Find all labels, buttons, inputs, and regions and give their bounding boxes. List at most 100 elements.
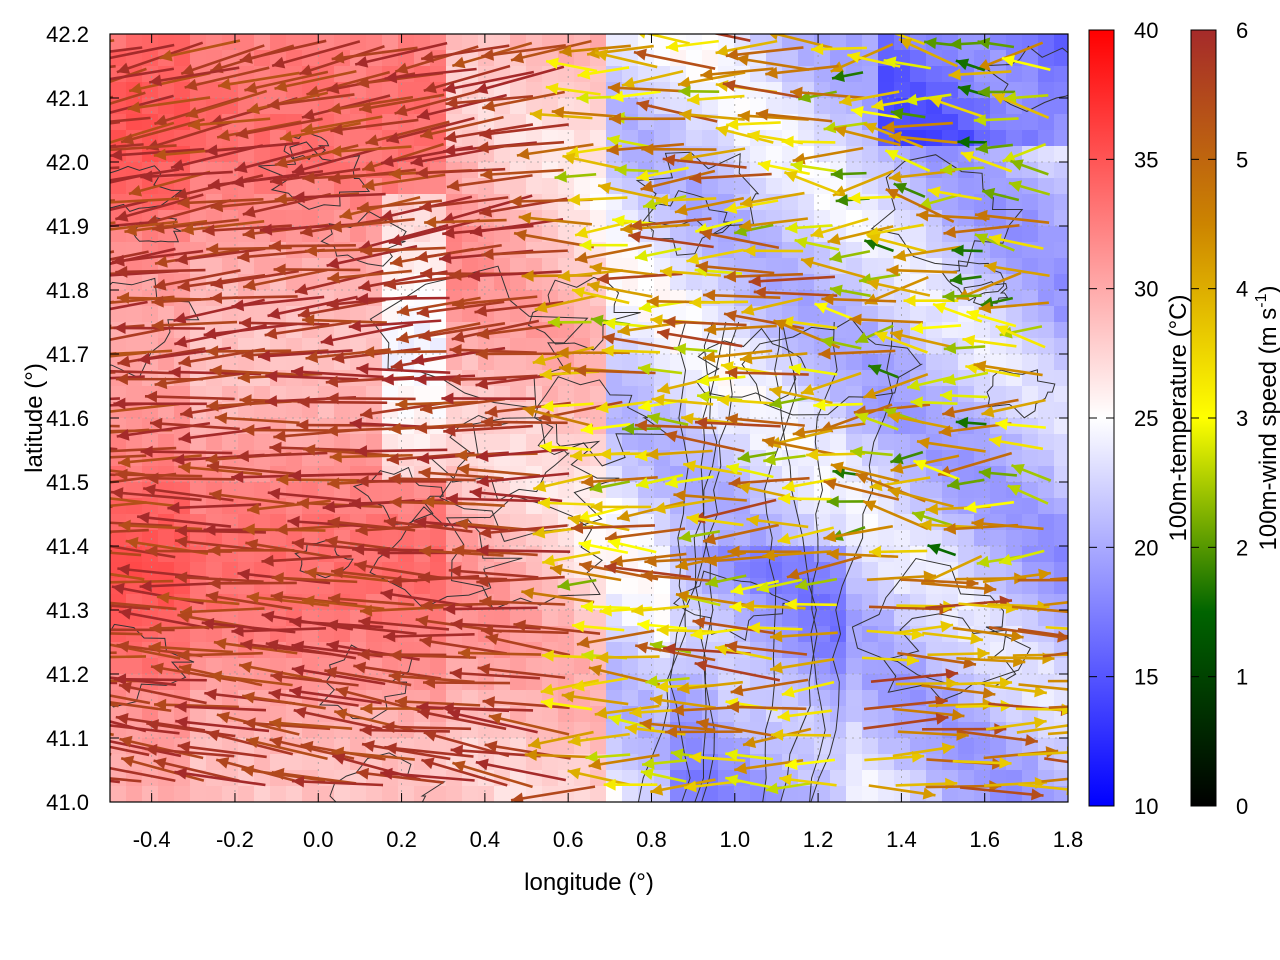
temperature-cell (798, 482, 815, 499)
plot-area (86, 33, 1069, 803)
temperature-cell (158, 82, 175, 99)
temperature-cell (318, 434, 335, 451)
temperature-cell (702, 194, 719, 211)
temperature-cell (910, 306, 927, 323)
temperature-cell (446, 530, 463, 547)
temperature-cell (110, 658, 127, 675)
temperature-cell (446, 578, 463, 595)
temperature-cell (382, 322, 399, 339)
temperature-cell (494, 578, 511, 595)
wind-vector-shaft (110, 120, 121, 125)
temperature-cell (814, 466, 831, 483)
temperature-cell (830, 50, 847, 67)
temperature-cell (718, 482, 735, 499)
temperature-cell (142, 434, 159, 451)
temperature-cell (750, 658, 767, 675)
temperature-cell (334, 194, 351, 211)
temperature-cell (798, 274, 815, 291)
temperature-cell (254, 786, 271, 802)
temperature-cell (142, 786, 159, 802)
temperature-cell (622, 98, 639, 115)
temperature-cell (654, 594, 671, 611)
temperature-cell (606, 386, 623, 403)
temperature-cell (1022, 290, 1039, 307)
temperature-cell (174, 786, 191, 802)
temperature-cell (846, 482, 863, 499)
temperature-cell (526, 82, 543, 99)
temperature-cell (814, 354, 831, 371)
temperature-cell (222, 434, 239, 451)
temperature-cell (1054, 466, 1068, 483)
temperature-cell (750, 34, 767, 51)
temperature-cell (206, 386, 223, 403)
temperature-cell (958, 546, 975, 563)
temperature-cell (622, 610, 639, 627)
temperature-cell (846, 434, 863, 451)
temperature-cell (878, 674, 895, 691)
temperature-cell (1054, 82, 1068, 99)
temperature-cell (302, 530, 319, 547)
temperature-cell (846, 642, 863, 659)
temperature-cell (398, 482, 415, 499)
temperature-cell (366, 786, 383, 802)
temperature-cell (558, 306, 575, 323)
temperature-cell (686, 130, 703, 147)
temperature-cell (990, 514, 1007, 531)
temperature-cell (254, 146, 271, 163)
temperature-cell (270, 354, 287, 371)
wind-vector-shaft (238, 321, 330, 326)
temperature-cell (622, 370, 639, 387)
temperature-cell (526, 562, 543, 579)
temperature-cell (702, 306, 719, 323)
temperature-cell (558, 178, 575, 195)
wind-vector-head (86, 261, 99, 273)
temperature-cell (862, 754, 879, 771)
temperature-cell (238, 402, 255, 419)
temperature-cell (798, 338, 815, 355)
temperature-cell (238, 434, 255, 451)
temperature-cell (318, 786, 335, 802)
temperature-cell (1006, 354, 1023, 371)
temperature-cell (638, 658, 655, 675)
temperature-cell (862, 578, 879, 595)
temperature-cell (942, 258, 959, 275)
wind-vector-shaft (388, 477, 476, 482)
temperature-cell (766, 258, 783, 275)
temperature-cell (318, 402, 335, 419)
temperature-cell (1054, 98, 1068, 115)
temperature-cell (222, 562, 239, 579)
temperature-cell (878, 434, 895, 451)
temperature-cell (302, 98, 319, 115)
temperature-cell (1054, 498, 1068, 515)
temperature-cell (206, 306, 223, 323)
temperature-cell (926, 66, 943, 83)
temperature-cell (126, 402, 143, 419)
temperature-cell (942, 642, 959, 659)
temperature-cell (830, 562, 847, 579)
temperature-cell (1054, 354, 1068, 371)
temperature-cell (686, 66, 703, 83)
temperature-cell (190, 562, 207, 579)
temperature-cell (750, 546, 767, 563)
temperature-cell (1022, 226, 1039, 243)
temperature-cell (1006, 114, 1023, 131)
wind-vector-shaft (110, 572, 121, 578)
temperature-cell (510, 578, 527, 595)
temperature-cell (478, 274, 495, 291)
temperature-cell (526, 514, 543, 531)
temperature-cell (990, 146, 1007, 163)
temperature-cell (1054, 130, 1068, 147)
temperature-cell (366, 226, 383, 243)
temperature-cell (1006, 66, 1023, 83)
temperature-cell (654, 578, 671, 595)
temperature-cell (814, 194, 831, 211)
temperature-cell (1022, 754, 1039, 771)
temperature-cell (846, 514, 863, 531)
temperature-cell (974, 386, 991, 403)
wind-vector-shaft (110, 199, 115, 202)
temperature-cell (654, 354, 671, 371)
temperature-cell (334, 786, 351, 802)
temperature-cell (606, 194, 623, 211)
temperature-cell (1038, 258, 1055, 275)
temperature-cell (590, 786, 607, 802)
